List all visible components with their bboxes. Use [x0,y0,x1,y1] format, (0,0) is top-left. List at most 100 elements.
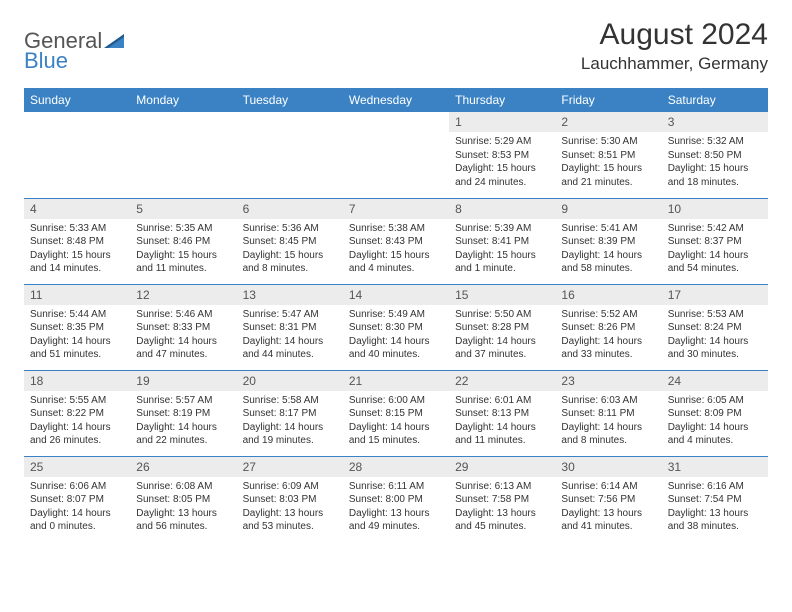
day-content: Sunrise: 5:49 AMSunset: 8:30 PMDaylight:… [343,305,449,366]
calendar-table: SundayMondayTuesdayWednesdayThursdayFrid… [24,88,768,542]
calendar-cell: 28Sunrise: 6:11 AMSunset: 8:00 PMDayligh… [343,456,449,542]
sunrise-text: Sunrise: 5:29 AM [455,135,549,149]
sunset-text: Sunset: 8:24 PM [668,321,762,335]
sunrise-text: Sunrise: 5:41 AM [561,222,655,236]
sunrise-text: Sunrise: 5:30 AM [561,135,655,149]
daylight-text: Daylight: 13 hours and 45 minutes. [455,507,549,534]
day-content: Sunrise: 5:38 AMSunset: 8:43 PMDaylight:… [343,219,449,280]
calendar-cell: 19Sunrise: 5:57 AMSunset: 8:19 PMDayligh… [130,370,236,456]
header: General August 2024 Lauchhammer, Germany [24,18,768,74]
day-content: Sunrise: 5:46 AMSunset: 8:33 PMDaylight:… [130,305,236,366]
day-number: 17 [662,285,768,305]
daylight-text: Daylight: 14 hours and 15 minutes. [349,421,443,448]
daylight-text: Daylight: 14 hours and 47 minutes. [136,335,230,362]
calendar-cell: 29Sunrise: 6:13 AMSunset: 7:58 PMDayligh… [449,456,555,542]
calendar-cell: 21Sunrise: 6:00 AMSunset: 8:15 PMDayligh… [343,370,449,456]
day-number: 22 [449,371,555,391]
sunrise-text: Sunrise: 5:47 AM [243,308,337,322]
day-content: Sunrise: 5:29 AMSunset: 8:53 PMDaylight:… [449,132,555,193]
day-number: 6 [237,199,343,219]
day-number: 10 [662,199,768,219]
sunrise-text: Sunrise: 5:46 AM [136,308,230,322]
sunrise-text: Sunrise: 5:39 AM [455,222,549,236]
daylight-text: Daylight: 14 hours and 22 minutes. [136,421,230,448]
calendar-cell: 22Sunrise: 6:01 AMSunset: 8:13 PMDayligh… [449,370,555,456]
calendar-head: SundayMondayTuesdayWednesdayThursdayFrid… [24,88,768,112]
day-number: 30 [555,457,661,477]
calendar-cell: 15Sunrise: 5:50 AMSunset: 8:28 PMDayligh… [449,284,555,370]
day-number: 8 [449,199,555,219]
daylight-text: Daylight: 15 hours and 11 minutes. [136,249,230,276]
day-number: 26 [130,457,236,477]
daylight-text: Daylight: 15 hours and 4 minutes. [349,249,443,276]
day-header: Monday [130,88,236,112]
sunrise-text: Sunrise: 6:13 AM [455,480,549,494]
brand-text-2: Blue [24,48,68,74]
sunset-text: Sunset: 8:31 PM [243,321,337,335]
day-content: Sunrise: 5:50 AMSunset: 8:28 PMDaylight:… [449,305,555,366]
day-number: 28 [343,457,449,477]
calendar-cell: 9Sunrise: 5:41 AMSunset: 8:39 PMDaylight… [555,198,661,284]
day-content: Sunrise: 6:05 AMSunset: 8:09 PMDaylight:… [662,391,768,452]
day-number: 20 [237,371,343,391]
day-number: 27 [237,457,343,477]
sunset-text: Sunset: 8:09 PM [668,407,762,421]
daylight-text: Daylight: 14 hours and 19 minutes. [243,421,337,448]
calendar-week: 4Sunrise: 5:33 AMSunset: 8:48 PMDaylight… [24,198,768,284]
calendar-cell: 26Sunrise: 6:08 AMSunset: 8:05 PMDayligh… [130,456,236,542]
daylight-text: Daylight: 13 hours and 56 minutes. [136,507,230,534]
calendar-cell [237,112,343,198]
sunrise-text: Sunrise: 6:03 AM [561,394,655,408]
calendar-cell: 12Sunrise: 5:46 AMSunset: 8:33 PMDayligh… [130,284,236,370]
daylight-text: Daylight: 15 hours and 1 minute. [455,249,549,276]
day-content: Sunrise: 5:47 AMSunset: 8:31 PMDaylight:… [237,305,343,366]
day-number: 21 [343,371,449,391]
daylight-text: Daylight: 14 hours and 26 minutes. [30,421,124,448]
day-number: 15 [449,285,555,305]
day-number: 7 [343,199,449,219]
sunrise-text: Sunrise: 6:16 AM [668,480,762,494]
day-content: Sunrise: 5:57 AMSunset: 8:19 PMDaylight:… [130,391,236,452]
sunset-text: Sunset: 7:54 PM [668,493,762,507]
day-header: Thursday [449,88,555,112]
calendar-cell: 8 Sunrise: 5:39 AMSunset: 8:41 PMDaylight… [449,198,555,284]
sunrise-text: Sunrise: 5:36 AM [243,222,337,236]
sunrise-text: Sunrise: 5:57 AM [136,394,230,408]
day-number: 14 [343,285,449,305]
sunrise-text: Sunrise: 5:42 AM [668,222,762,236]
sunset-text: Sunset: 8:35 PM [30,321,124,335]
day-number: 5 [130,199,236,219]
day-number: 9 [555,199,661,219]
sunrise-text: Sunrise: 5:52 AM [561,308,655,322]
day-header: Wednesday [343,88,449,112]
day-header: Saturday [662,88,768,112]
day-number: 11 [24,285,130,305]
sunset-text: Sunset: 8:11 PM [561,407,655,421]
calendar-cell: 20Sunrise: 5:58 AMSunset: 8:17 PMDayligh… [237,370,343,456]
brand-triangle-icon [104,32,126,50]
calendar-cell [343,112,449,198]
sunrise-text: Sunrise: 6:11 AM [349,480,443,494]
sunrise-text: Sunrise: 6:05 AM [668,394,762,408]
calendar-cell: 13Sunrise: 5:47 AMSunset: 8:31 PMDayligh… [237,284,343,370]
sunset-text: Sunset: 8:17 PM [243,407,337,421]
daylight-text: Daylight: 13 hours and 38 minutes. [668,507,762,534]
day-number: 24 [662,371,768,391]
calendar-cell: 18Sunrise: 5:55 AMSunset: 8:22 PMDayligh… [24,370,130,456]
day-content: Sunrise: 5:55 AMSunset: 8:22 PMDaylight:… [24,391,130,452]
calendar-cell: 16Sunrise: 5:52 AMSunset: 8:26 PMDayligh… [555,284,661,370]
sunset-text: Sunset: 8:41 PM [455,235,549,249]
sunset-text: Sunset: 8:50 PM [668,149,762,163]
day-number: 25 [24,457,130,477]
daylight-text: Daylight: 15 hours and 14 minutes. [30,249,124,276]
day-number: 18 [24,371,130,391]
sunrise-text: Sunrise: 6:08 AM [136,480,230,494]
daylight-text: Daylight: 15 hours and 18 minutes. [668,162,762,189]
sunrise-text: Sunrise: 5:55 AM [30,394,124,408]
day-content: Sunrise: 5:32 AMSunset: 8:50 PMDaylight:… [662,132,768,193]
sunrise-text: Sunrise: 5:32 AM [668,135,762,149]
sunrise-text: Sunrise: 5:50 AM [455,308,549,322]
calendar-cell: 7Sunrise: 5:38 AMSunset: 8:43 PMDaylight… [343,198,449,284]
sunrise-text: Sunrise: 5:49 AM [349,308,443,322]
calendar-cell: 27Sunrise: 6:09 AMSunset: 8:03 PMDayligh… [237,456,343,542]
